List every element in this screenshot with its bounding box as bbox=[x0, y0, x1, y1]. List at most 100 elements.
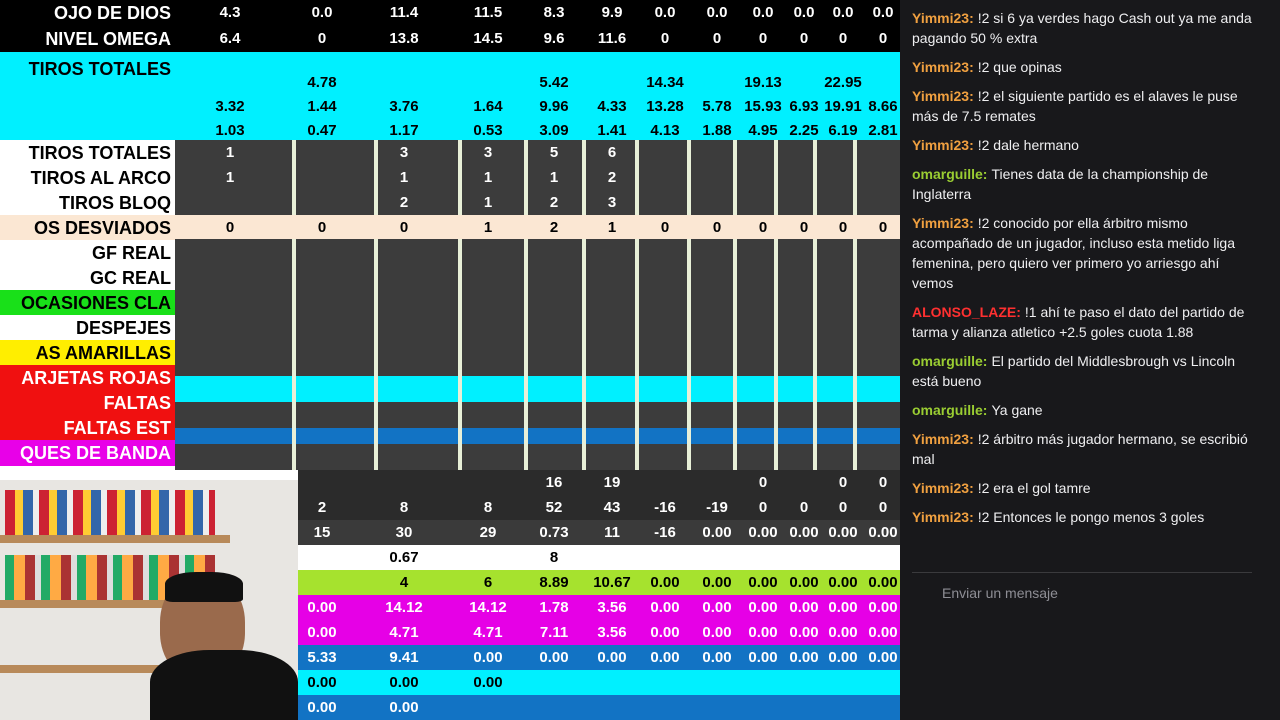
cell: -19 bbox=[706, 499, 728, 516]
webcam bbox=[0, 480, 298, 720]
cell: 13.8 bbox=[389, 30, 419, 47]
cell: 0 bbox=[838, 219, 848, 236]
cell: 13.28 bbox=[646, 98, 684, 115]
cell: 0.00 bbox=[702, 624, 732, 641]
cell: 0.00 bbox=[539, 649, 569, 666]
cell: 8 bbox=[549, 549, 559, 566]
cell: 2 bbox=[549, 219, 559, 236]
header-band bbox=[0, 0, 900, 52]
chat-message: Yimmi23: !2 si 6 ya verdes hago Cash out … bbox=[912, 8, 1252, 48]
cell: 0 bbox=[838, 30, 848, 47]
cell: 0.00 bbox=[868, 599, 898, 616]
cell: 0.00 bbox=[389, 674, 419, 691]
chat-message: Yimmi23: !2 Entonces le pongo menos 3 gol… bbox=[912, 507, 1252, 527]
row-band bbox=[298, 545, 900, 570]
cell: 5.78 bbox=[702, 98, 732, 115]
chat-username: ALONSO_LAZE: bbox=[912, 304, 1021, 320]
cell: 19.91 bbox=[824, 98, 862, 115]
row-label: FALTAS bbox=[0, 390, 175, 416]
cell: 0.00 bbox=[828, 624, 858, 641]
cell: 1 bbox=[483, 194, 493, 211]
chat-message: Yimmi23: !2 árbitro más jugador hermano, … bbox=[912, 429, 1252, 469]
cell: 11.5 bbox=[473, 4, 503, 21]
row-label: DESPEJES bbox=[0, 315, 175, 341]
person-hair bbox=[165, 572, 243, 602]
cell: 0.00 bbox=[868, 574, 898, 591]
row-band bbox=[298, 495, 900, 520]
cell: 11 bbox=[604, 524, 620, 541]
cell: 0.00 bbox=[789, 624, 819, 641]
chat-message: omarguille: Tienes data de la championshi… bbox=[912, 164, 1252, 204]
cell: 2.81 bbox=[868, 122, 898, 139]
cyan-stripe bbox=[175, 376, 900, 402]
cell: 0.0 bbox=[752, 4, 774, 21]
cell: 1 bbox=[225, 144, 235, 161]
cell: 0 bbox=[317, 30, 327, 47]
column-separator bbox=[292, 140, 296, 470]
cell: 0 bbox=[878, 474, 888, 491]
cell: 0.00 bbox=[868, 649, 898, 666]
chat-text: !2 era el gol tamre bbox=[977, 480, 1091, 496]
row-label: OJO DE DIOS bbox=[53, 3, 171, 23]
row-band bbox=[298, 570, 900, 595]
column-separator bbox=[458, 140, 462, 470]
cell: 1.44 bbox=[307, 98, 337, 115]
chat-messages: Yimmi23: !2 si 6 ya verdes hago Cash out … bbox=[912, 8, 1252, 536]
chat-message: ALONSO_LAZE: !1 ahí te paso el dato del p… bbox=[912, 302, 1252, 342]
cell: 0 bbox=[712, 219, 722, 236]
row-label: FALTAS EST bbox=[0, 415, 175, 441]
chat-username: Yimmi23: bbox=[912, 59, 974, 75]
row-band bbox=[298, 645, 900, 670]
cell: 0 bbox=[799, 499, 809, 516]
chat-text: !2 dale hermano bbox=[977, 137, 1079, 153]
cell: 0 bbox=[758, 219, 768, 236]
cell: 0.00 bbox=[650, 574, 680, 591]
cell: 0.00 bbox=[473, 649, 503, 666]
cell: 6.93 bbox=[789, 98, 819, 115]
chat-input[interactable]: Enviar un mensaje bbox=[912, 572, 1252, 612]
cell: 1 bbox=[549, 169, 559, 186]
cell: 3 bbox=[607, 194, 617, 211]
chat-message: Yimmi23: !2 era el gol tamre bbox=[912, 478, 1252, 498]
cell: 0.00 bbox=[473, 674, 503, 691]
cell: 0.00 bbox=[789, 599, 819, 616]
cell: 4.71 bbox=[473, 624, 503, 641]
row-label: OS DESVIADOS bbox=[0, 215, 175, 241]
row-label: TIROS BLOQ bbox=[0, 190, 175, 216]
chat-text: Ya gane bbox=[991, 402, 1043, 418]
cell: 0.00 bbox=[748, 624, 778, 641]
cell: 2.25 bbox=[789, 122, 819, 139]
cell: 10.67 bbox=[593, 574, 631, 591]
cell: 8.89 bbox=[539, 574, 569, 591]
cell: 0 bbox=[317, 219, 327, 236]
row-label: TIROS TOTALES bbox=[28, 59, 171, 79]
row-label: QUES DE BANDA bbox=[0, 440, 175, 466]
cell: 2 bbox=[549, 194, 559, 211]
cell: 1 bbox=[483, 169, 493, 186]
cell: 1.88 bbox=[702, 122, 732, 139]
cell: 14.12 bbox=[469, 599, 507, 616]
cell: -16 bbox=[654, 524, 676, 541]
row-label: ARJETAS ROJAS bbox=[0, 365, 175, 391]
cell: 0.00 bbox=[828, 574, 858, 591]
cell: 3.56 bbox=[597, 599, 627, 616]
chat-username: Yimmi23: bbox=[912, 10, 974, 26]
cell: 3.09 bbox=[539, 122, 569, 139]
cell: 4.78 bbox=[307, 74, 337, 91]
cell: 1 bbox=[483, 219, 493, 236]
shelf bbox=[0, 600, 230, 608]
cell: 6 bbox=[483, 574, 493, 591]
cell: 15 bbox=[313, 524, 331, 541]
cell: 0 bbox=[878, 219, 888, 236]
column-separator bbox=[635, 140, 639, 470]
cell: 0.00 bbox=[748, 574, 778, 591]
cell: 0.00 bbox=[307, 624, 337, 641]
cell: 19.13 bbox=[744, 74, 782, 91]
cell: 0.00 bbox=[650, 624, 680, 641]
cell: 0.00 bbox=[789, 574, 819, 591]
cell: 4.95 bbox=[748, 122, 778, 139]
chat-text: !2 que opinas bbox=[977, 59, 1062, 75]
cell: 0.00 bbox=[702, 649, 732, 666]
chat-message: Yimmi23: !2 que opinas bbox=[912, 57, 1252, 77]
cell: 5.33 bbox=[307, 649, 337, 666]
